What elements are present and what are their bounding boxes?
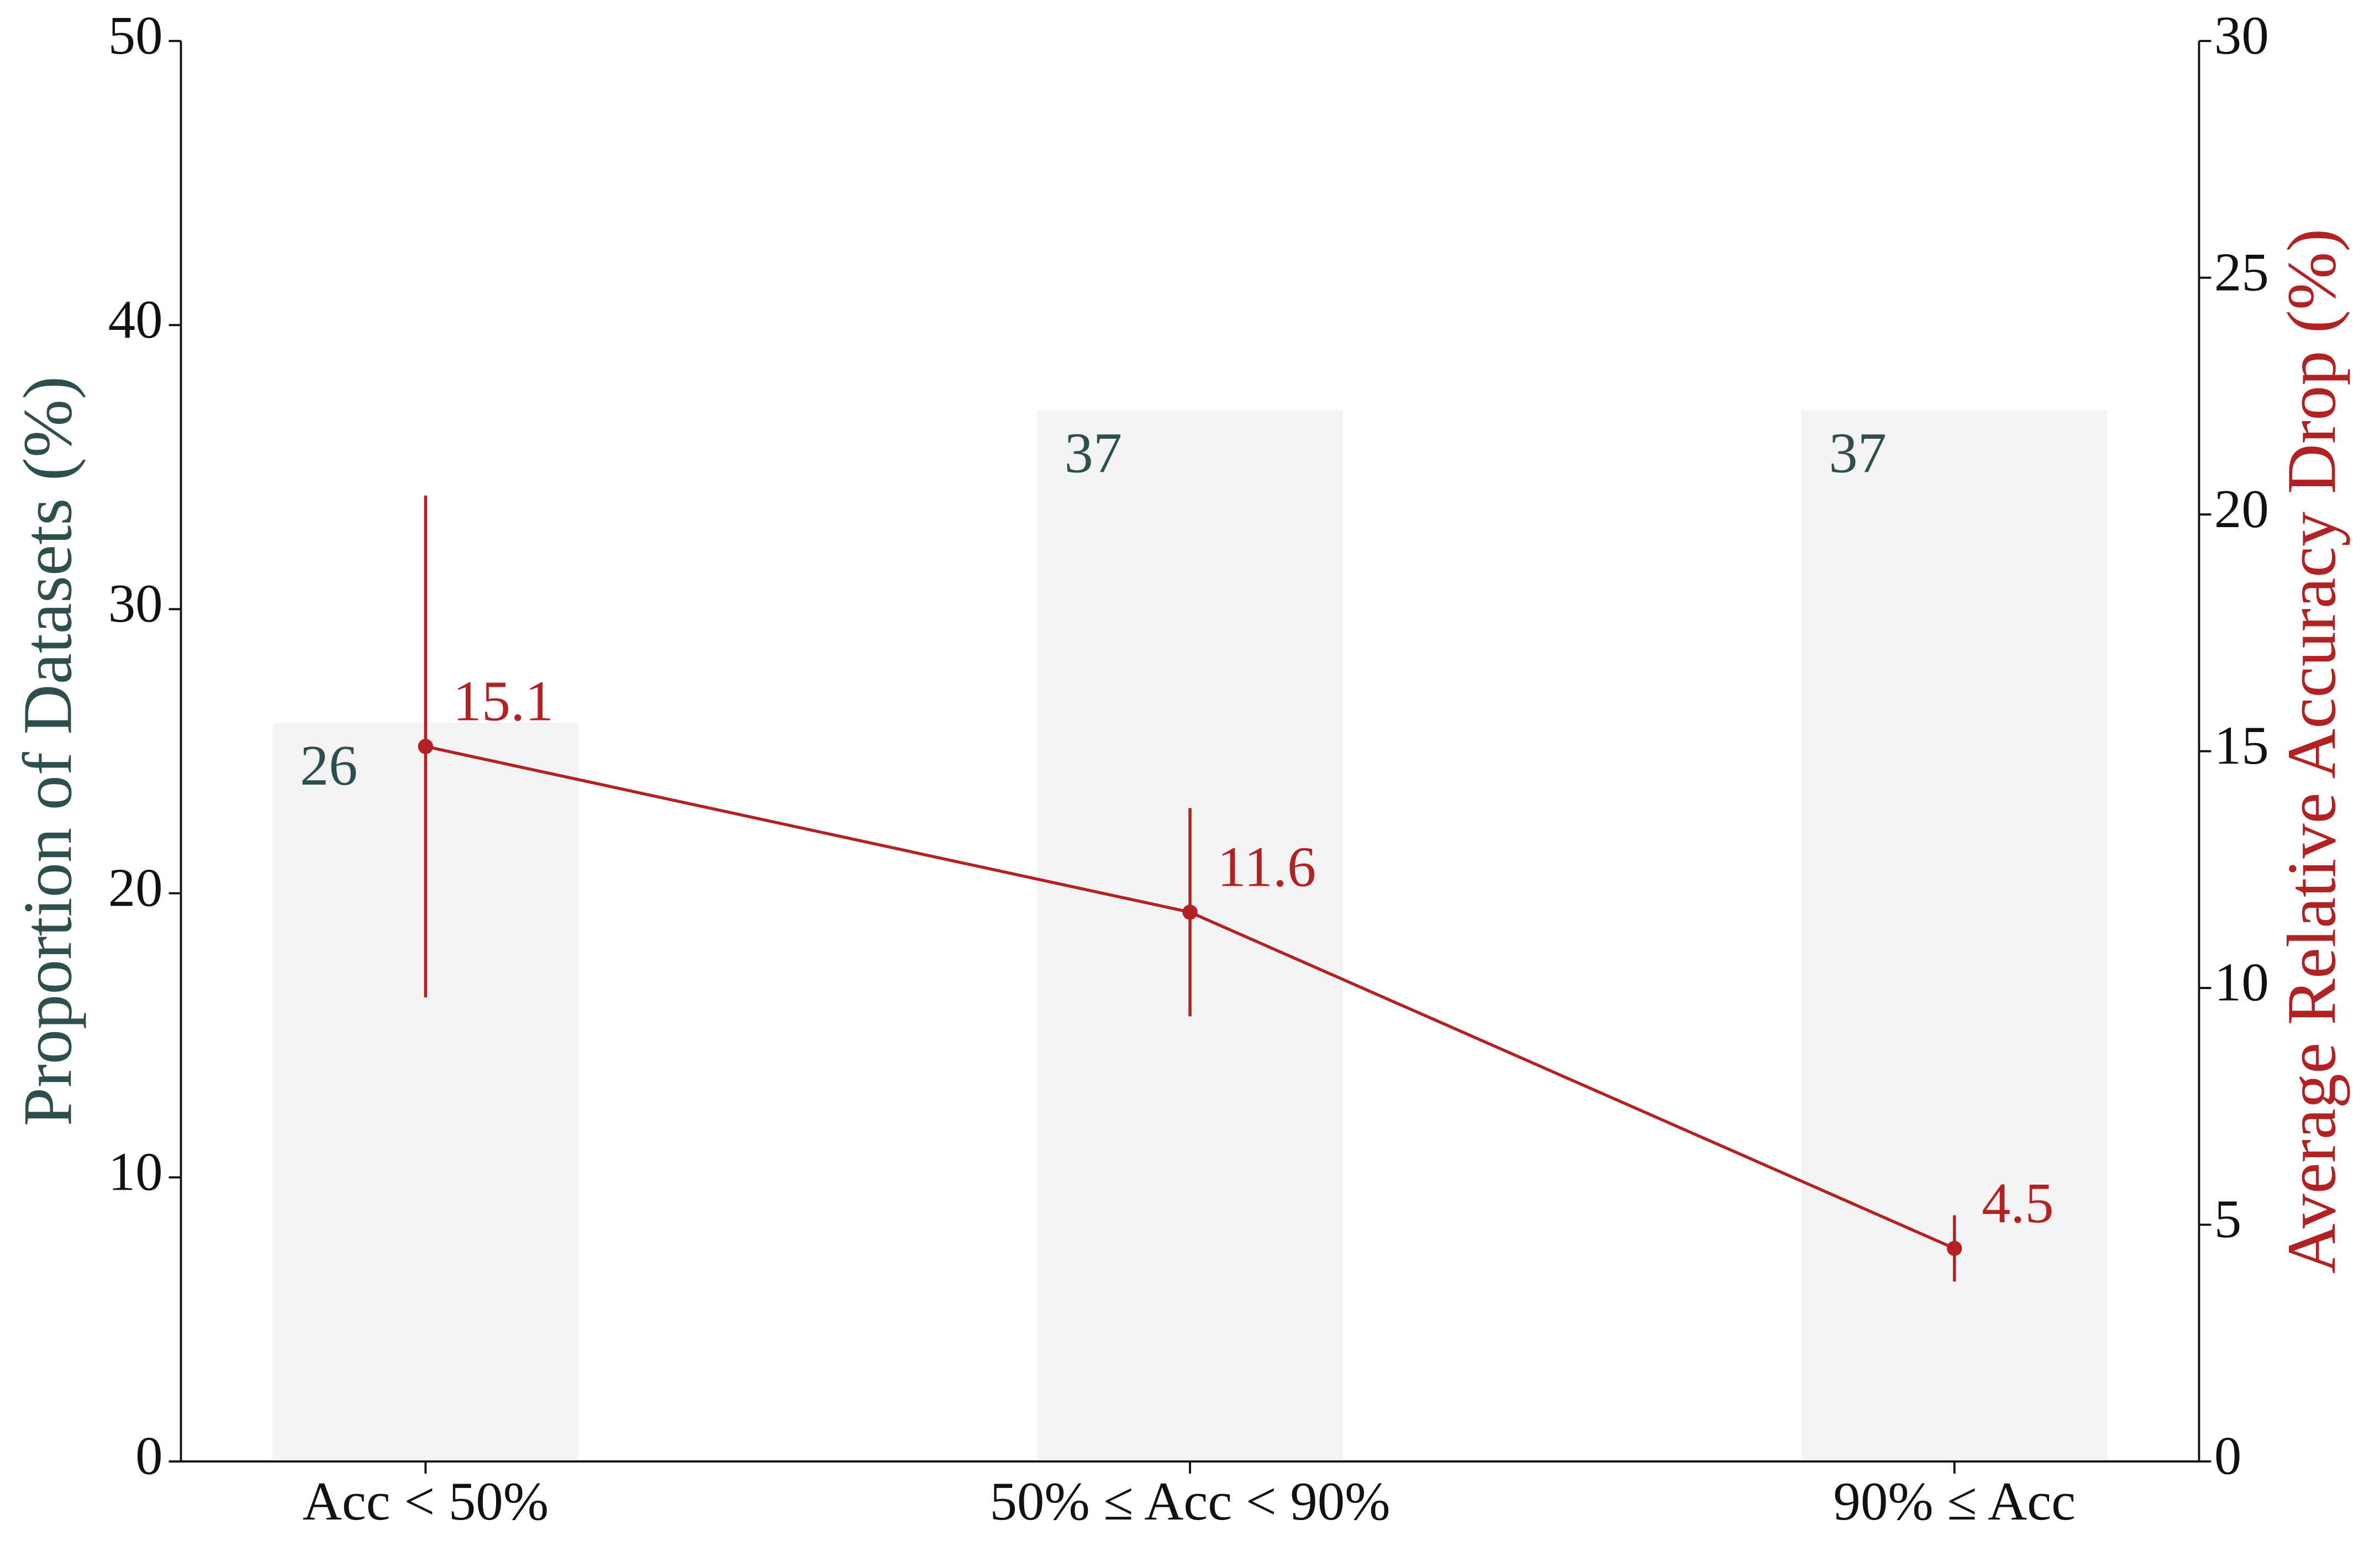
y-tick-label: 20 [108,858,163,918]
y2-tick-label: 20 [2214,479,2269,539]
point [418,739,434,754]
y2-tick-label: 15 [2214,716,2269,776]
y-axis-label: Proportion of Datasets (%) [9,376,87,1127]
x-tick-label: 90% ≤ Acc [1833,1471,2076,1532]
point-value-label: 15.1 [453,669,554,733]
y-tick-label: 50 [108,6,163,66]
y2-tick-label: 25 [2214,242,2269,302]
bar-value-label: 37 [1829,420,1886,485]
y2-tick-label: 0 [2214,1426,2241,1486]
point-value-label: 4.5 [1982,1171,2053,1235]
x-tick-label: 50% ≤ Acc < 90% [990,1471,1391,1532]
y2-tick-label: 30 [2214,6,2269,66]
y-tick-label: 0 [135,1426,162,1486]
point [1182,905,1198,920]
point [1946,1240,1962,1256]
bar [1801,410,2108,1461]
y-tick-label: 40 [108,290,163,350]
y-tick-label: 10 [108,1142,163,1202]
y-tick-label: 30 [108,574,163,634]
x-tick-label: Acc < 50% [303,1471,549,1532]
y2-axis-label: Average Relative Accuracy Drop (%) [2273,229,2350,1274]
point-value-label: 11.6 [1217,834,1316,898]
bar-value-label: 26 [300,733,357,797]
y2-tick-label: 5 [2214,1189,2241,1249]
y2-tick-label: 10 [2214,953,2269,1013]
bar-value-label: 37 [1065,420,1122,485]
